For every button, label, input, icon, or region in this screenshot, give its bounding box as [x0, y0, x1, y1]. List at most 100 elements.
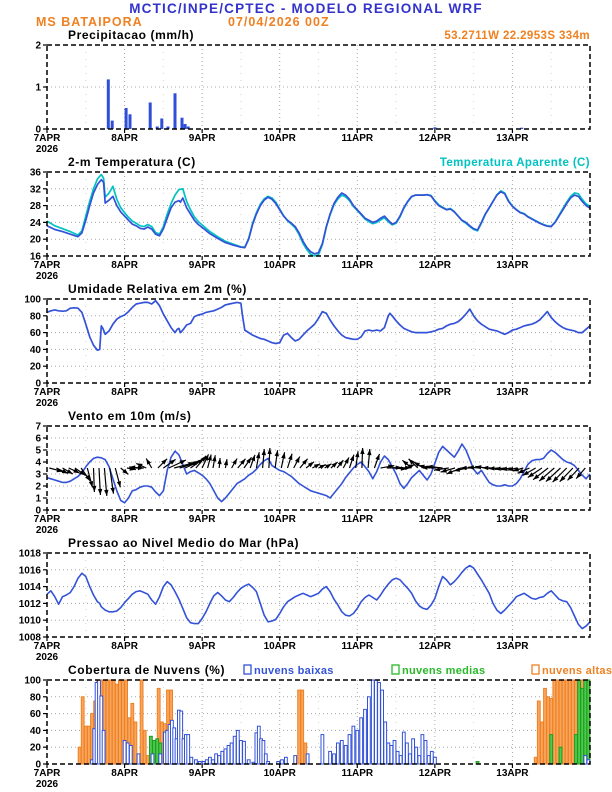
svg-text:36: 36 [30, 168, 42, 179]
cloud-bars-nuvens-baixas [90, 679, 591, 765]
precipitation-bars [106, 79, 524, 129]
svg-text:20: 20 [30, 362, 42, 373]
series-2-m-temperatura-c- [46, 178, 591, 255]
svg-text:11APR: 11APR [341, 514, 373, 525]
page-title: MCTIC/INPE/CPTEC - MODELO REGIONAL WRF [129, 1, 483, 16]
svg-text:9APR: 9APR [189, 387, 216, 398]
svg-text:12APR: 12APR [419, 768, 452, 779]
svg-text:0: 0 [35, 125, 41, 136]
legend-label: nuvens baixas [254, 665, 334, 677]
svg-text:100: 100 [24, 295, 41, 306]
series-velocidade-do-vento [46, 443, 591, 504]
panel-title: Precipitacao (mm/h) [68, 28, 194, 42]
svg-text:3: 3 [35, 470, 41, 481]
svg-text:7: 7 [35, 422, 41, 433]
svg-text:5: 5 [35, 446, 41, 457]
svg-text:2026: 2026 [36, 779, 59, 790]
svg-text:8APR: 8APR [111, 260, 138, 271]
svg-text:12APR: 12APR [419, 260, 452, 271]
svg-text:10APR: 10APR [264, 514, 297, 525]
panel-title: Vento em 10m (m/s) [68, 409, 192, 423]
svg-text:0: 0 [35, 760, 41, 771]
plot-frame [46, 425, 591, 511]
svg-text:1012: 1012 [19, 599, 42, 610]
svg-text:10APR: 10APR [264, 387, 297, 398]
panel-title: Cobertura de Nuvens (%) [68, 663, 225, 677]
svg-text:32: 32 [30, 184, 42, 195]
svg-text:2026: 2026 [36, 398, 59, 409]
svg-text:7APR: 7APR [34, 514, 61, 525]
svg-text:11APR: 11APR [341, 133, 373, 144]
svg-text:10APR: 10APR [264, 133, 297, 144]
plot-frame [46, 552, 591, 638]
svg-text:1014: 1014 [19, 582, 42, 593]
plot-frame [46, 679, 591, 765]
svg-text:12APR: 12APR [419, 641, 452, 652]
svg-text:12APR: 12APR [419, 387, 452, 398]
series-umidade-relativa [46, 299, 591, 352]
svg-text:11APR: 11APR [341, 768, 373, 779]
svg-text:7APR: 7APR [34, 768, 61, 779]
plot-frame [46, 171, 591, 257]
svg-text:1010: 1010 [19, 616, 42, 627]
svg-text:2: 2 [35, 41, 41, 52]
svg-text:8APR: 8APR [111, 133, 138, 144]
svg-text:2026: 2026 [36, 525, 59, 536]
svg-text:9APR: 9APR [189, 514, 216, 525]
svg-text:12APR: 12APR [419, 133, 452, 144]
svg-text:13APR: 13APR [496, 514, 529, 525]
grid [47, 553, 590, 637]
svg-text:13APR: 13APR [496, 768, 529, 779]
svg-text:13APR: 13APR [496, 387, 529, 398]
svg-text:16: 16 [30, 252, 42, 263]
legend-swatch-nuvens-altas [531, 664, 540, 675]
svg-text:10APR: 10APR [264, 260, 297, 271]
svg-text:2026: 2026 [36, 144, 59, 155]
svg-text:8APR: 8APR [111, 387, 138, 398]
y-axis: 0 1 2 [35, 41, 47, 136]
y-axis: 16 20 24 28 32 36 [30, 168, 47, 263]
svg-text:7APR: 7APR [34, 260, 61, 271]
svg-text:9APR: 9APR [189, 260, 216, 271]
panel-title: Pressao ao Nivel Medio do Mar (hPa) [68, 536, 299, 550]
svg-text:8APR: 8APR [111, 641, 138, 652]
svg-text:2026: 2026 [36, 652, 59, 663]
panel-right-label: 53.2711W 22.2953S 334m [444, 30, 590, 42]
svg-text:20: 20 [30, 235, 42, 246]
svg-text:0: 0 [35, 506, 41, 517]
svg-text:7APR: 7APR [34, 641, 61, 652]
svg-text:9APR: 9APR [189, 133, 216, 144]
svg-text:11APR: 11APR [341, 260, 373, 271]
legend-swatch-nuvens-baixas [243, 664, 252, 675]
svg-text:1018: 1018 [19, 549, 42, 560]
svg-text:4: 4 [35, 458, 41, 469]
svg-text:13APR: 13APR [496, 641, 529, 652]
svg-text:60: 60 [30, 709, 42, 720]
svg-text:60: 60 [30, 328, 42, 339]
svg-text:100: 100 [24, 676, 41, 687]
y-axis: 0 20 40 60 80 100 [24, 295, 47, 390]
svg-text:28: 28 [30, 201, 42, 212]
svg-text:7APR: 7APR [34, 387, 61, 398]
svg-text:80: 80 [30, 311, 42, 322]
svg-text:1: 1 [35, 494, 41, 505]
wind-direction-arrows [49, 447, 586, 496]
legend-label: nuvens medias [402, 665, 485, 677]
plot-frame [46, 298, 591, 384]
svg-text:6: 6 [35, 434, 41, 445]
svg-text:2026: 2026 [36, 271, 59, 282]
svg-text:1008: 1008 [19, 633, 42, 644]
panel-title: 2-m Temperatura (C) [68, 155, 196, 169]
